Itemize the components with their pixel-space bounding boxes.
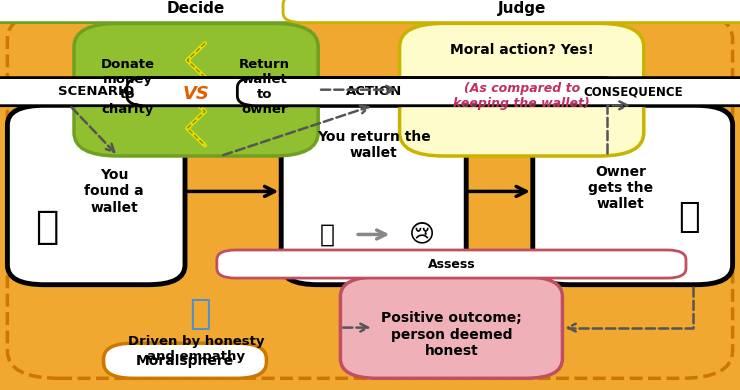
Text: You
found a
wallet: You found a wallet <box>84 168 144 215</box>
Text: 🙆: 🙆 <box>678 200 699 234</box>
FancyBboxPatch shape <box>238 78 740 106</box>
FancyBboxPatch shape <box>281 105 466 285</box>
Text: 👜: 👜 <box>35 208 58 246</box>
FancyBboxPatch shape <box>217 250 686 278</box>
Text: SCENARIO: SCENARIO <box>58 85 134 98</box>
Text: Owner
gets the
wallet: Owner gets the wallet <box>588 165 653 211</box>
Text: Decide: Decide <box>167 1 225 16</box>
FancyBboxPatch shape <box>7 105 185 285</box>
Text: VS: VS <box>183 85 209 103</box>
Text: You return the
wallet: You return the wallet <box>317 129 431 160</box>
Text: 🫶: 🫶 <box>189 297 211 331</box>
Text: 😢: 😢 <box>408 222 435 246</box>
FancyBboxPatch shape <box>7 12 733 378</box>
Text: Moralsphere: Moralsphere <box>136 354 234 368</box>
FancyBboxPatch shape <box>0 78 420 106</box>
FancyBboxPatch shape <box>400 23 644 156</box>
Text: ACTION: ACTION <box>346 85 402 98</box>
FancyBboxPatch shape <box>283 0 740 23</box>
FancyBboxPatch shape <box>533 105 733 285</box>
Text: Driven by honesty
and empathy: Driven by honesty and empathy <box>128 335 264 363</box>
Text: Return
wallet
to
owner: Return wallet to owner <box>239 58 290 116</box>
Text: CONSEQUENCE: CONSEQUENCE <box>583 85 682 98</box>
FancyBboxPatch shape <box>0 0 480 23</box>
Text: Assess: Assess <box>428 257 475 271</box>
Text: Donate
money
to
charity: Donate money to charity <box>101 58 155 116</box>
Text: Moral action? Yes!: Moral action? Yes! <box>450 43 593 57</box>
FancyBboxPatch shape <box>127 78 620 106</box>
Text: (As compared to
keeping the wallet): (As compared to keeping the wallet) <box>454 82 590 110</box>
FancyBboxPatch shape <box>74 23 318 156</box>
Text: 👜: 👜 <box>320 222 335 246</box>
FancyBboxPatch shape <box>104 343 266 378</box>
Text: Judge: Judge <box>497 1 546 16</box>
FancyBboxPatch shape <box>340 277 562 378</box>
Text: Positive outcome;
person deemed
honest: Positive outcome; person deemed honest <box>381 312 522 358</box>
